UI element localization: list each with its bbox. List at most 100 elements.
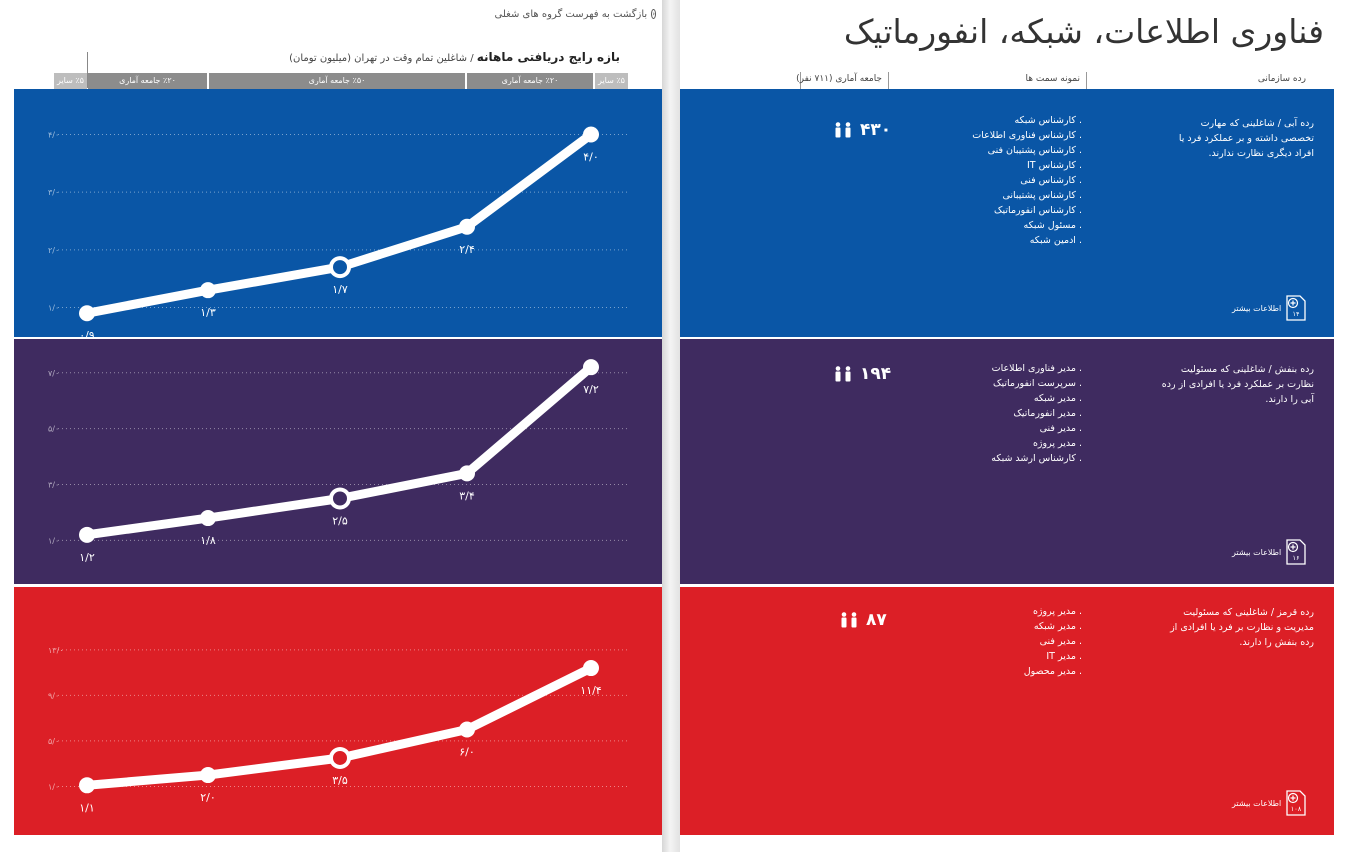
percentile-label: ٪۲۰ جامعه آماری — [501, 76, 559, 85]
blue-more-info-link[interactable]: ۱۴ اطلاعات بیشتر — [1232, 294, 1307, 322]
page-ref-number: ۱۴ — [1293, 310, 1300, 318]
y-tick-label: ۹/۰ — [48, 691, 59, 700]
data-value-label: ۱/۲ — [79, 551, 95, 564]
blue-band-chart-area: ۱/۰ ۲/۰ ۳/۰ ۴/۰ ۰/۹ ۱/۳ ۱/۷ ۲/۴ ۴/۰ — [14, 89, 662, 342]
y-tick-label: ۱/۰ — [48, 536, 59, 545]
chart-title: بازه رایج دریافتی ماهانه / شاغلین تمام و… — [90, 50, 620, 70]
more-info-label: اطلاعات بیشتر — [1232, 303, 1282, 313]
role-item: . مدیر شبکه — [1033, 621, 1082, 632]
document-plus-icon: ۱۰۸ — [1286, 790, 1306, 816]
back-to-job-groups-link[interactable]: ‹ بازگشت به فهرست گروه های شغلی — [495, 6, 656, 22]
y-tick-label: ۵/۰ — [48, 737, 59, 746]
percentile-segment-others-low: ٪۵ سایر — [54, 73, 87, 89]
y-tick-label: ۲/۰ — [48, 246, 59, 255]
y-tick-label: ۱/۰ — [48, 303, 59, 312]
data-point — [200, 510, 216, 527]
red-level-description: رده قرمز / شاغلینی که مسئولیت مدیریت و ن… — [1170, 607, 1314, 648]
role-item: . مدیر انفورماتیک — [1013, 408, 1082, 419]
y-tick-label: ۱۳/۰ — [48, 646, 64, 655]
purple-population-count: ۱۹۴ — [832, 364, 891, 384]
percentile-label: ٪۵۰ جامعه آماری — [308, 76, 366, 85]
data-value-label: ۰/۹ — [79, 329, 95, 337]
data-value-label: ۲/۴ — [459, 243, 475, 256]
y-tick-label: ۵/۰ — [48, 425, 59, 434]
y-tick-label: ۴/۰ — [48, 131, 59, 140]
purple-level-description: رده بنفش / شاغلینی که مسئولیت نظارت بر ع… — [1161, 364, 1314, 405]
role-item: . سرپرست انفورماتیک — [992, 378, 1082, 389]
data-point — [583, 359, 599, 376]
role-item: . مدیر پروژه — [1032, 438, 1082, 449]
chart-title-main: بازه رایج دریافتی ماهانه — [476, 50, 620, 64]
column-header-samples: نمونه سمت ها — [888, 72, 1086, 90]
data-value-label: ۱/۳ — [200, 306, 216, 319]
red-role-list: . مدیر پروژه . مدیر شبکه . مدیر فنی . مد… — [960, 604, 1082, 679]
data-value-label: ۶/۰ — [459, 746, 475, 759]
role-item: . مدیر محصول — [1023, 666, 1082, 677]
population-count-value: ۱۹۴ — [860, 364, 892, 384]
book-gutter — [662, 0, 680, 852]
people-icon — [835, 366, 851, 382]
red-more-info-link[interactable]: ۱۰۸ اطلاعات بیشتر — [1232, 789, 1307, 817]
median-point-inner — [332, 490, 348, 507]
purple-salary-chart: ۱/۰ ۳/۰ ۵/۰ ۷/۰ ۱/۲ ۱/۸ ۲/۵ ۳/۴ ۷/۲ — [48, 359, 628, 564]
data-point — [583, 660, 599, 677]
document-plus-icon: ۱۶ — [1286, 539, 1306, 565]
data-value-label: ۱/۸ — [200, 534, 216, 547]
percentile-band: ٪۵ سایر ٪۲۰ جامعه آماری ٪۵۰ جامعه آماری … — [54, 73, 628, 89]
role-item: . مدیر پروژه — [1032, 606, 1082, 617]
data-value-label: ۱۱/۴ — [580, 684, 602, 697]
data-value-label: ۴/۰ — [583, 151, 599, 164]
purple-more-info-link[interactable]: ۱۶ اطلاعات بیشتر — [1232, 538, 1307, 566]
role-item: . کارشناس پشتیبانی — [1002, 190, 1082, 201]
red-salary-chart: ۱/۰ ۵/۰ ۹/۰ ۱۳/۰ ۱/۱ ۲/۰ ۳/۵ ۶/۰ ۱۱/۴ — [48, 646, 628, 814]
role-item: . مدیر فناوری اطلاعات — [991, 363, 1082, 374]
salary-series-line — [82, 362, 596, 540]
median-point-inner — [332, 749, 348, 766]
role-item: . ادمین شبکه — [1029, 235, 1082, 246]
chart-frame-line — [87, 52, 88, 88]
page-ref-number: ۱۰۸ — [1291, 805, 1302, 813]
percentile-segment-others-high: ٪۵ سایر — [595, 73, 628, 89]
role-item: . کارشناس شبکه — [1014, 115, 1082, 126]
role-item: . مدیر IT — [1046, 651, 1082, 662]
red-population-count: ۸۷ — [838, 610, 887, 630]
data-value-label: ۲/۵ — [332, 515, 348, 528]
role-item: . کارشناس ارشد شبکه — [991, 453, 1082, 464]
data-point — [583, 126, 599, 143]
red-band-chart-area: ۱/۰ ۵/۰ ۹/۰ ۱۳/۰ ۱/۱ ۲/۰ ۳/۵ ۶/۰ ۱۱/۴ — [14, 587, 662, 835]
data-point — [459, 465, 475, 482]
column-header-level: رده سازمانی — [1086, 72, 1312, 90]
data-point — [79, 526, 95, 543]
data-point — [79, 305, 95, 322]
role-item: . کارشناس IT — [1027, 160, 1082, 171]
back-arrow-icon: ‹ — [651, 9, 656, 19]
more-info-label: اطلاعات بیشتر — [1232, 547, 1282, 557]
document-plus-icon: ۱۴ — [1286, 295, 1306, 321]
blue-level-description: رده آبی / شاغلینی که مهارت تخصصی داشته و… — [1178, 118, 1314, 159]
data-value-label: ۷/۲ — [583, 383, 599, 396]
population-count-value: ۴۳۰ — [860, 120, 892, 140]
more-info-label: اطلاعات بیشتر — [1232, 798, 1282, 808]
red-band-info — [680, 587, 1334, 835]
blue-population-count: ۴۳۰ — [832, 120, 891, 140]
data-value-label: ۱/۱ — [79, 801, 95, 814]
data-point — [459, 721, 475, 738]
page-title: فناوری اطلاعات، شبکه، انفورماتیک — [843, 12, 1324, 51]
role-item: . مدیر شبکه — [1033, 393, 1082, 404]
people-icon — [841, 612, 857, 628]
role-item: . کارشناس انفورماتیک — [994, 205, 1082, 216]
percentile-label: ٪۵ سایر — [57, 76, 84, 85]
y-tick-label: ۳/۰ — [48, 481, 59, 490]
data-value-label: ۲/۰ — [200, 791, 216, 804]
percentile-segment-20-low: ٪۲۰ جامعه آماری — [88, 73, 207, 89]
role-item: . مسئول شبکه — [1023, 220, 1082, 231]
chart-title-sub: / شاغلین تمام وقت در تهران (میلیون تومان… — [289, 53, 477, 64]
data-value-label: ۱/۷ — [332, 283, 348, 296]
percentile-segment-20-high: ٪۲۰ جامعه آماری — [467, 73, 593, 89]
data-value-label: ۳/۵ — [332, 774, 348, 787]
purple-role-list: . مدیر فناوری اطلاعات . سرپرست انفورماتی… — [960, 361, 1082, 466]
column-header-population: جامعه آماری (۷۱۱ نفر) — [796, 72, 888, 90]
role-item: . کارشناس فنی — [1020, 175, 1082, 186]
blue-salary-chart: ۱/۰ ۲/۰ ۳/۰ ۴/۰ ۰/۹ ۱/۳ ۱/۷ ۲/۴ ۴/۰ — [48, 126, 628, 342]
people-icon — [835, 122, 851, 138]
